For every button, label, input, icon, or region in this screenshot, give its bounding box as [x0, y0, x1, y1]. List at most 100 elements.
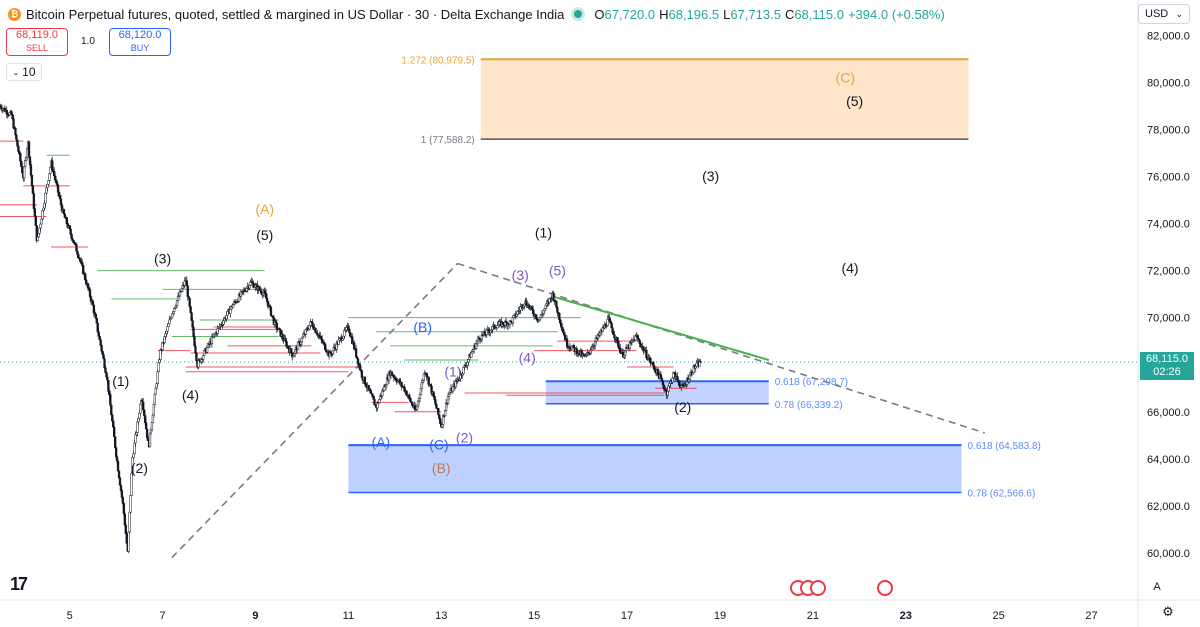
candle-body [132, 453, 135, 458]
fib-zones: 1.272 (80,979.5) 1 (77,588.2) 0.618 (67,29… [348, 55, 1041, 500]
y-tick-label: 66,000.0 [1147, 407, 1190, 419]
fib-label: 0.78 (62,566.6) [967, 489, 1035, 500]
y-tick-label: 72,000.0 [1147, 266, 1190, 278]
us-flag-event-icon[interactable] [810, 580, 826, 596]
ohlc-high-label: H [659, 6, 669, 22]
ohlc-low-label: L [723, 6, 731, 22]
x-tick-label: 11 [343, 610, 354, 622]
x-tick-label: 25 [993, 610, 1005, 622]
wave-label: (1) [535, 225, 552, 241]
x-tick-label: 21 [807, 610, 819, 622]
x-tick-label: 5 [67, 610, 73, 622]
candle-body [360, 370, 364, 378]
y-tick-label: 62,000.0 [1147, 501, 1190, 513]
candle-body [363, 376, 366, 385]
ohlc-open-label: O [594, 6, 605, 22]
candle-body [113, 426, 116, 438]
wave-label: (3) [512, 267, 529, 283]
x-tick-label: 9 [252, 610, 258, 622]
candle-body [552, 292, 555, 301]
wave-label: (A) [255, 201, 274, 217]
candle-body [226, 310, 229, 316]
tradingview-logo-icon[interactable]: 17 [10, 574, 28, 594]
candle-body [437, 408, 440, 416]
y-tick-label: 82,000.0 [1147, 30, 1190, 42]
symbol-title[interactable]: Bitcoin Perpetual futures, quoted, settl… [26, 6, 565, 22]
sell-price: 68,119.0 [15, 29, 58, 41]
candle-body [300, 337, 304, 343]
candle-body [27, 141, 31, 158]
candle-body [95, 318, 98, 324]
buy-price: 68,120.0 [118, 29, 162, 41]
candle-body [30, 174, 34, 186]
currency-selector[interactable]: USD ⌄ [1138, 4, 1190, 24]
wave-label: (C) [836, 69, 855, 85]
ohlc-close: 68,115.0 [794, 6, 844, 22]
candle-body [116, 460, 120, 472]
ohlc-open: 67,720.0 [604, 6, 656, 22]
buy-label: BUY [130, 43, 150, 53]
candle-body [496, 325, 499, 329]
y-tick-label: 78,000.0 [1147, 124, 1190, 136]
candle-body [128, 511, 131, 533]
candle-body [33, 208, 36, 217]
y-tick-label: 80,000.0 [1147, 77, 1190, 89]
candle-body [188, 297, 191, 307]
auto-scale-button[interactable]: A [1153, 581, 1161, 593]
trendline [457, 262, 985, 434]
candle-body [106, 376, 109, 381]
fib-zone-orange [480, 59, 969, 140]
wave-label: (3) [702, 168, 719, 184]
candle-body [130, 472, 133, 496]
buy-button[interactable]: 68,120.0 BUY [109, 28, 171, 56]
candle-body [157, 362, 160, 373]
candle-body [129, 495, 132, 513]
candle-body [127, 531, 130, 552]
bitcoin-icon: ₿ [8, 7, 21, 21]
x-tick-label: 15 [528, 610, 540, 622]
candle-body [427, 376, 430, 385]
candle-body [265, 297, 269, 302]
fib-label: 0.618 (64,583.8) [967, 441, 1040, 452]
candle-body [373, 399, 376, 406]
candle-body [144, 422, 148, 430]
ohlc-close-label: C [784, 6, 795, 22]
wave-label: (4) [519, 349, 536, 365]
y-tick-label: 64,000.0 [1147, 454, 1190, 466]
sell-button[interactable]: 68,119.0 SELL [6, 28, 68, 56]
fib-label: 0.78 (66,339.2) [775, 400, 843, 411]
candle-body [55, 181, 59, 186]
current-price-tag: 68,115.0 02:26 [1140, 352, 1194, 380]
y-tick-label: 60,000.0 [1147, 548, 1190, 560]
candle-body [354, 348, 358, 357]
market-status-icon [574, 10, 583, 18]
candle-body [34, 215, 37, 226]
candle-body [156, 371, 159, 384]
x-tick-label: 7 [160, 610, 166, 622]
gear-icon[interactable]: ⚙ [1162, 604, 1174, 619]
y-tick-label: 74,000.0 [1147, 219, 1190, 231]
y-tick-label: 76,000.0 [1147, 171, 1190, 183]
x-tick-label: 13 [435, 610, 447, 622]
fib-label: 0.618 (67,298.7) [775, 377, 848, 388]
wave-label: (4) [182, 387, 199, 403]
us-flag-event-icon[interactable] [877, 580, 893, 596]
candle-body [114, 436, 117, 448]
wave-label: (C) [429, 436, 448, 452]
interval-selector[interactable]: ⌄ 10 [6, 63, 42, 81]
x-tick-label: 23 [900, 610, 912, 622]
wave-label: (2) [131, 460, 148, 476]
candle-body [15, 134, 18, 141]
currency-value: USD [1145, 8, 1169, 20]
ohlc-high: 68,196.5 [668, 6, 720, 22]
candle-body [153, 393, 156, 405]
ohlc-low: 67,713.5 [730, 6, 781, 22]
x-tick-label: 17 [621, 610, 633, 622]
sell-label: SELL [25, 43, 49, 53]
candle-body [619, 347, 622, 353]
wave-label: (B) [432, 460, 451, 476]
candle-body [142, 401, 145, 411]
candle-body [150, 422, 154, 431]
wave-label: (4) [841, 260, 858, 276]
